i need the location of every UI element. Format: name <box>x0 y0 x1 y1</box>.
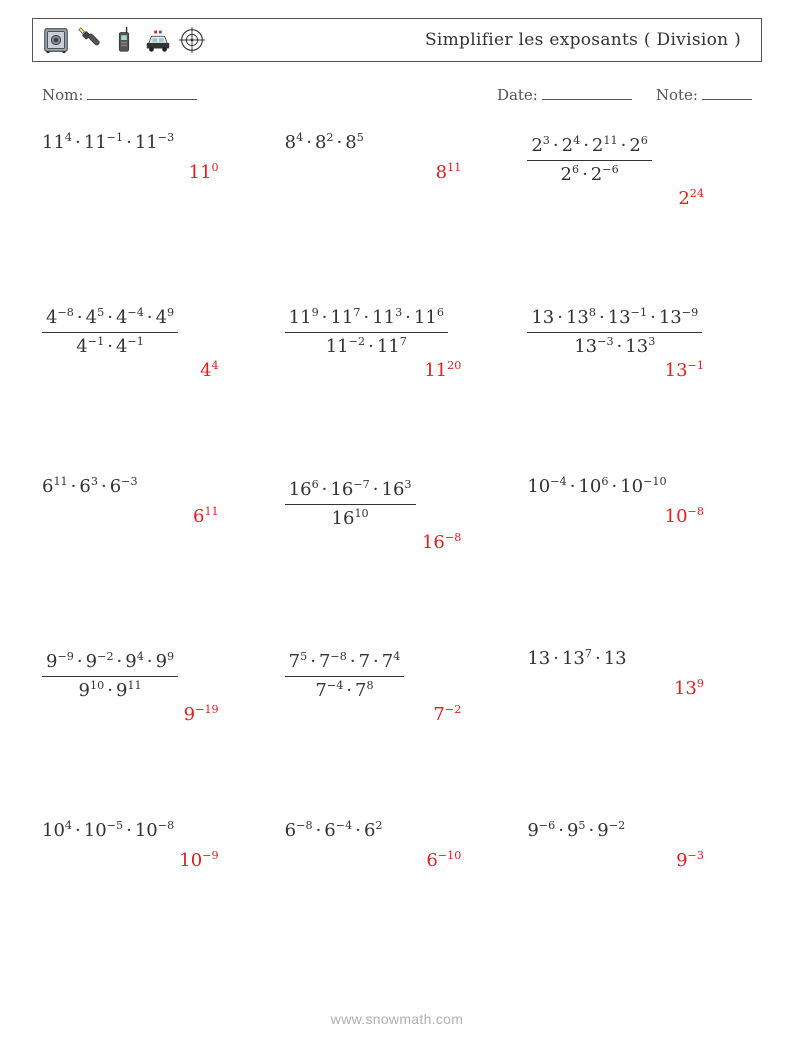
answer: 110 <box>189 162 219 183</box>
answer: 13−1 <box>665 360 704 381</box>
name-label: Nom: <box>42 86 197 104</box>
answer: 139 <box>674 678 704 699</box>
answer: 1120 <box>424 360 461 381</box>
expression: 114·11−1·11−3 <box>42 132 174 153</box>
answer: 9−3 <box>676 850 704 871</box>
problem: 84·82·85 811 <box>285 132 510 228</box>
numerator: 4−8·45·4−4·49 <box>42 304 178 333</box>
answer: 611 <box>193 506 219 527</box>
fraction: 23·24·211·2626·2−6 <box>527 132 652 189</box>
denominator: 26·2−6 <box>527 161 652 189</box>
problem: 13·138·13−1·13−913−3·13313−1 <box>527 304 752 400</box>
answer: 811 <box>436 162 462 183</box>
answer: 10−9 <box>179 850 218 871</box>
numerator: 119·117·113·116 <box>285 304 448 333</box>
problem: 114·11−1·11−3 110 <box>42 132 267 228</box>
page-title: Simplifier les exposants ( Division ) <box>425 30 741 50</box>
fraction: 166·16−7·1631610 <box>285 476 416 533</box>
expression: 6−8·6−4·62 <box>285 820 383 841</box>
denominator: 13−3·133 <box>527 333 702 361</box>
icons-row <box>41 24 207 56</box>
fraction: 4−8·45·4−4·494−1·4−1 <box>42 304 178 361</box>
problem: 119·117·113·11611−2·1171120 <box>285 304 510 400</box>
answer: 7−2 <box>433 704 461 725</box>
expression: 611·63·6−3 <box>42 476 138 497</box>
answer: 10−8 <box>665 506 704 527</box>
denominator: 7−4·78 <box>285 677 405 705</box>
problem: 6−8·6−4·62 6−10 <box>285 820 510 916</box>
header-box: Simplifier les exposants ( Division ) <box>32 18 762 62</box>
numerator: 23·24·211·26 <box>527 132 652 161</box>
numerator: 13·138·13−1·13−9 <box>527 304 702 333</box>
problems-grid: 114·11−1·11−311084·82·8581123·24·211·262… <box>42 132 752 916</box>
denominator: 11−2·117 <box>285 333 448 361</box>
numerator: 75·7−8·7·74 <box>285 648 405 677</box>
problem: 13·137·13 139 <box>527 648 752 744</box>
expression: 9−6·95·9−2 <box>527 820 625 841</box>
fraction: 119·117·113·11611−2·117 <box>285 304 448 361</box>
date-label: Date: <box>497 86 632 104</box>
numerator: 9−9·9−2·94·99 <box>42 648 178 677</box>
answer: 6−10 <box>426 850 461 871</box>
expression: 104·10−5·10−8 <box>42 820 174 841</box>
answer: 9−19 <box>184 704 219 725</box>
denominator: 4−1·4−1 <box>42 333 178 361</box>
problem: 23·24·211·2626·2−6 224 <box>527 132 752 228</box>
flashlight-icon <box>75 24 105 56</box>
meta-row: Nom: Date: Note: <box>42 86 752 104</box>
fraction: 9−9·9−2·94·99910·911 <box>42 648 178 705</box>
crosshair-icon <box>177 24 207 56</box>
fraction: 75·7−8·7·747−4·78 <box>285 648 405 705</box>
walkie-talkie-icon <box>109 24 139 56</box>
fraction: 13·138·13−1·13−913−3·133 <box>527 304 702 361</box>
expression: 13·137·13 <box>527 648 626 669</box>
denominator: 910·911 <box>42 677 178 705</box>
police-car-icon <box>143 24 173 56</box>
problem: 104·10−5·10−810−9 <box>42 820 267 916</box>
problem: 611·63·6−3 611 <box>42 476 267 572</box>
footer: www.snowmath.com <box>0 1011 794 1027</box>
problem: 4−8·45·4−4·494−1·4−1 44 <box>42 304 267 400</box>
problem: 9−9·9−2·94·99910·911 9−19 <box>42 648 267 744</box>
answer: 224 <box>678 188 704 209</box>
expression: 10−4·106·10−10 <box>527 476 666 497</box>
problem: 9−6·95·9−2 9−3 <box>527 820 752 916</box>
denominator: 1610 <box>285 505 416 533</box>
answer: 44 <box>200 360 219 381</box>
problem: 75·7−8·7·747−4·78 7−2 <box>285 648 510 744</box>
problem: 10−4·106·10−10 10−8 <box>527 476 752 572</box>
problem: 166·16−7·1631610 16−8 <box>285 476 510 572</box>
answer: 16−8 <box>422 532 461 553</box>
expression: 84·82·85 <box>285 132 364 153</box>
note-label: Note: <box>656 86 752 104</box>
safe-icon <box>41 24 71 56</box>
numerator: 166·16−7·163 <box>285 476 416 505</box>
